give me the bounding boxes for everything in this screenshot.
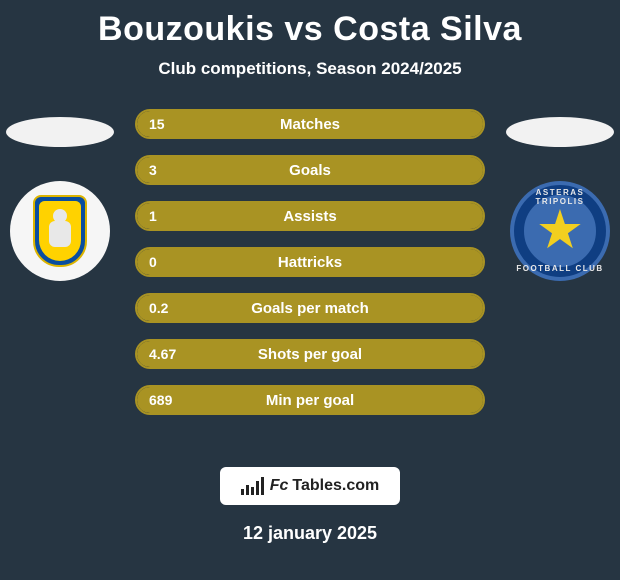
stat-row: Assists1 [135,201,485,231]
left-player-column [0,109,120,449]
stat-row: Shots per goal4.67 [135,339,485,369]
page-subtitle: Club competitions, Season 2024/2025 [0,59,620,79]
right-player-silhouette [506,117,614,147]
bar-chart-icon [241,477,264,495]
crest-text-top: ASTERAS TRIPOLIS [510,188,610,206]
stat-bar-left [137,341,483,367]
athlete-icon [47,209,73,249]
brand-badge: FcTables.com [220,467,400,505]
stat-bar-left [137,157,483,183]
right-player-column: ★ ASTERAS TRIPOLIS FOOTBALL CLUB [500,109,620,449]
stat-value-left: 3 [149,157,157,183]
stat-value-left: 4.67 [149,341,176,367]
stat-bar-left [137,203,483,229]
stat-value-left: 15 [149,111,165,137]
page-title: Bouzoukis vs Costa Silva [0,0,620,49]
comparison-area: ★ ASTERAS TRIPOLIS FOOTBALL CLUB Matches… [0,109,620,449]
brand-suffix: Tables.com [292,477,379,495]
stat-row: Goals per match0.2 [135,293,485,323]
stat-bar-left [137,249,483,275]
stat-row: Min per goal689 [135,385,485,415]
right-team-crest: ★ ASTERAS TRIPOLIS FOOTBALL CLUB [510,181,610,281]
crest-text-bottom: FOOTBALL CLUB [510,264,610,273]
stat-row: Goals3 [135,155,485,185]
stat-bar-left [137,295,483,321]
stat-value-left: 689 [149,387,172,413]
stat-bar-left [137,111,483,137]
left-player-silhouette [6,117,114,147]
comparison-bars: Matches15 Goals3 Assists1 Hattricks0 Goals p… [135,109,485,431]
stat-value-left: 1 [149,203,157,229]
star-icon: ★ [536,203,584,257]
date-text: 12 january 2025 [0,523,620,544]
left-team-crest [10,181,110,281]
stat-bar-left [137,387,483,413]
stat-row: Hattricks0 [135,247,485,277]
stat-value-left: 0.2 [149,295,168,321]
stat-row: Matches15 [135,109,485,139]
brand-prefix: Fc [270,477,289,495]
stat-value-left: 0 [149,249,157,275]
